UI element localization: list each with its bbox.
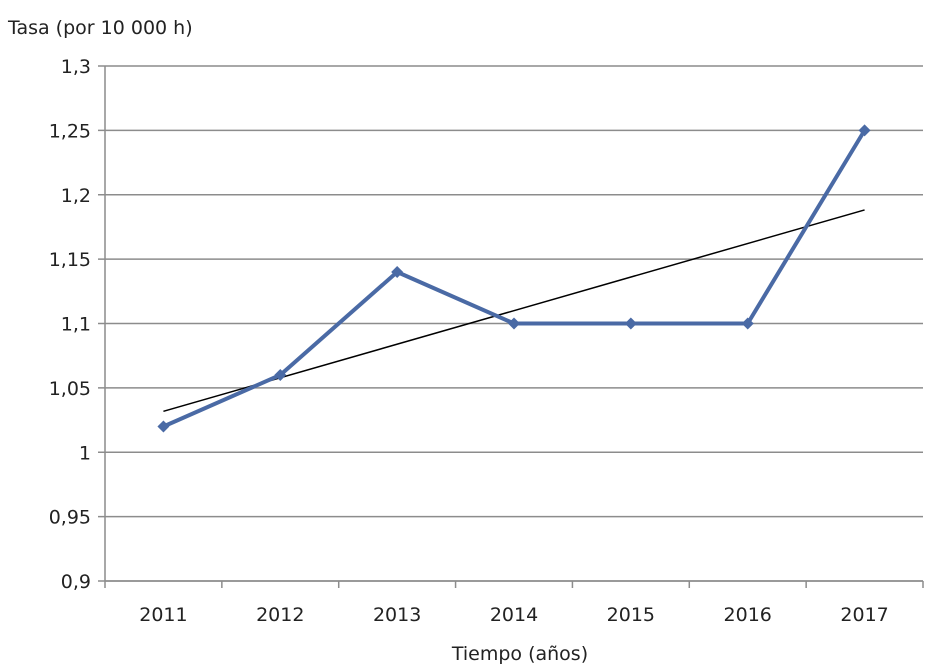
y-tick-label: 1,2 xyxy=(61,185,91,207)
x-tick-label: 2012 xyxy=(256,604,304,626)
y-tick-label: 1,1 xyxy=(61,314,91,336)
x-tick-label: 2016 xyxy=(724,604,772,626)
x-axis-title: Tiempo (años) xyxy=(451,643,588,665)
data-point xyxy=(624,317,637,330)
axes xyxy=(98,65,924,588)
data-point xyxy=(274,369,287,381)
y-tick-label: 1,3 xyxy=(61,56,91,78)
data-point xyxy=(858,124,871,137)
x-tick-label: 2014 xyxy=(490,604,538,626)
tick-labels: 0,9 0,95 1 1,05 1,1 1,15 1,2 1,25 1,3 2011 2012 201… xyxy=(49,56,889,626)
x-tick-label: 2015 xyxy=(607,604,655,626)
series-line xyxy=(162,129,867,429)
data-point xyxy=(157,420,170,433)
x-tick-label: 2017 xyxy=(840,604,888,626)
data-point xyxy=(508,317,520,330)
y-tick-label: 1 xyxy=(79,442,91,464)
data-point xyxy=(391,266,404,278)
data-point xyxy=(741,317,754,330)
y-tick-label: 1,05 xyxy=(49,378,91,400)
y-tick-label: 1,25 xyxy=(49,120,91,142)
y-tick-label: 0,95 xyxy=(49,507,91,529)
y-tick-label: 0,9 xyxy=(61,571,91,593)
y-tick-label: 1,15 xyxy=(49,249,91,271)
y-axis-title: Tasa (por 10 000 h) xyxy=(7,17,193,39)
x-tick-label: 2013 xyxy=(373,604,421,626)
x-tick-label: 2011 xyxy=(139,604,187,626)
series-layer xyxy=(157,124,871,433)
